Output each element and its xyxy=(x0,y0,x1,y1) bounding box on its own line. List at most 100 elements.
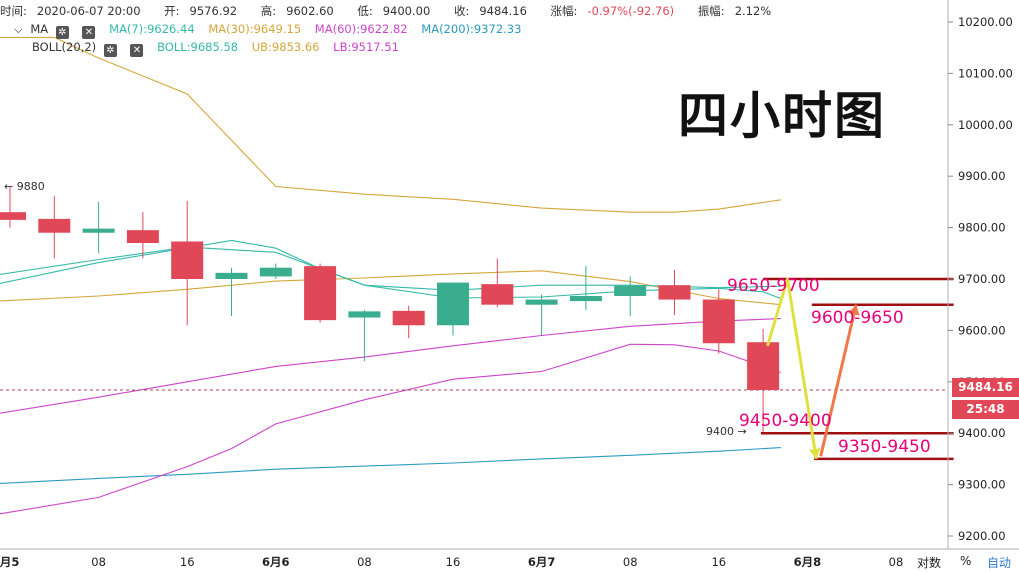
candle-body xyxy=(82,228,115,233)
candle[interactable] xyxy=(702,289,735,354)
candle[interactable] xyxy=(259,263,292,279)
candle[interactable] xyxy=(0,186,26,228)
time-tick-label: 16 xyxy=(711,555,726,569)
candle-body xyxy=(259,267,292,277)
candle-body xyxy=(392,310,425,326)
candle-body xyxy=(38,218,71,233)
time-tick-label: 08 xyxy=(91,555,106,569)
forecast-arrowhead-1 xyxy=(808,448,821,459)
candle[interactable] xyxy=(437,282,469,336)
percent-scale-toggle[interactable]: % xyxy=(960,554,972,568)
candle-body xyxy=(304,266,337,321)
candle[interactable] xyxy=(38,195,71,259)
ma200-value: MA(200):9372.33 xyxy=(421,22,522,36)
candle[interactable] xyxy=(481,258,514,308)
time-tick-label: 08 xyxy=(623,555,638,569)
price-tick-label: 9700.00 xyxy=(958,272,1006,286)
collapse-chevron-icon[interactable]: ⌵ xyxy=(14,22,23,36)
boll-close-icon[interactable]: ✕ xyxy=(130,44,144,57)
candle-body xyxy=(126,230,159,244)
series-line-ma7 xyxy=(0,239,781,300)
countdown-tag: 25:48 xyxy=(952,400,1019,419)
candle[interactable] xyxy=(82,201,115,254)
price-tick-label: 9200.00 xyxy=(958,529,1006,543)
time-axis[interactable]: 6月5 08 16 6月6 08 16 6月7 08 16 6月8 08 xyxy=(0,555,903,569)
forecast-arrowhead-2 xyxy=(848,304,860,316)
price-tick-label: 10100.00 xyxy=(958,66,1013,80)
series-line-boll xyxy=(0,246,781,291)
candle[interactable] xyxy=(348,309,381,362)
price-tick-label: 10000.00 xyxy=(958,118,1013,132)
candle-body xyxy=(437,282,469,326)
candle-body xyxy=(702,299,735,344)
boll-label: BOLL(20,2) xyxy=(32,40,97,54)
ma7-value: MA(7):9626.44 xyxy=(109,22,195,36)
ma-close-icon[interactable]: ✕ xyxy=(82,26,96,39)
boll-settings-gear-icon[interactable]: ✲ xyxy=(103,44,117,57)
time-tick-label: 16 xyxy=(180,555,195,569)
ma60-value: MA(60):9622.82 xyxy=(314,22,408,36)
low-value: 9400.00 xyxy=(382,4,431,18)
series-line-ma60 xyxy=(0,318,781,414)
candle-body xyxy=(0,212,26,220)
change-value: -0.97%(-92.76) xyxy=(587,4,675,18)
annotation-9450-9400: 9450-9400 xyxy=(739,411,832,431)
low-marker-label: 9400 → xyxy=(706,425,747,438)
candle-body xyxy=(614,285,647,296)
candle[interactable] xyxy=(658,269,691,315)
candle[interactable] xyxy=(215,267,248,317)
open-value: 9576.92 xyxy=(189,4,238,18)
candle[interactable] xyxy=(569,266,602,310)
ma-legend: ⌵ MA ✲ ✕ MA(7):9626.44 MA(30):9649.15 MA… xyxy=(14,22,531,39)
ma-settings-gear-icon[interactable]: ✲ xyxy=(55,26,69,39)
annotation-9650-9700: 9650-9700 xyxy=(727,276,820,296)
auto-scale-toggle[interactable]: 自动 xyxy=(987,556,1012,570)
candle-body xyxy=(658,285,691,300)
boll-ub-value: UB:9853.66 xyxy=(251,40,320,54)
forecast-arrow-1 xyxy=(766,277,818,460)
price-axis[interactable]: 9200.009300.009400.009500.009600.009700.… xyxy=(948,15,1013,543)
horizontal-levels xyxy=(760,277,954,461)
candle[interactable] xyxy=(525,294,558,336)
price-tick-label: 9600.00 xyxy=(958,323,1006,337)
forecast-arrow-2 xyxy=(819,304,858,457)
price-tick-label: 9400.00 xyxy=(958,426,1006,440)
candle[interactable] xyxy=(126,212,159,259)
boll-legend: BOLL(20,2) ✲ ✕ BOLL:9685.58 UB:9853.66 L… xyxy=(32,40,409,57)
series-line-lb xyxy=(0,343,781,515)
ma-label: MA xyxy=(30,22,49,36)
candle[interactable] xyxy=(392,305,425,339)
price-tick-label: 9300.00 xyxy=(958,478,1006,492)
candle[interactable] xyxy=(171,200,204,326)
candles[interactable] xyxy=(0,186,780,434)
time-tick-label: 16 xyxy=(446,555,461,569)
candle-body xyxy=(348,311,381,318)
candle-body xyxy=(481,284,514,305)
price-tick-label: 10200.00 xyxy=(958,15,1013,29)
series-line-ma200 xyxy=(0,447,781,484)
price-tick-label: 9800.00 xyxy=(958,221,1006,235)
series-line-ub xyxy=(0,36,781,213)
time-tick-label: 6月8 xyxy=(794,555,822,569)
annotation-9350-9450: 9350-9450 xyxy=(838,437,931,457)
forecast-arrows xyxy=(766,277,860,460)
candle-body xyxy=(171,241,204,279)
boll-mid-value: BOLL:9685.58 xyxy=(157,40,239,54)
amplitude-value: 2.12% xyxy=(734,4,772,18)
last-price-tag: 9484.16 xyxy=(952,378,1019,397)
price-tick-label: 9900.00 xyxy=(958,169,1006,183)
candle[interactable] xyxy=(304,263,337,323)
boll-lb-value: LB:9517.51 xyxy=(333,40,399,54)
close-value: 9484.16 xyxy=(479,4,527,18)
log-scale-toggle[interactable]: 对数 xyxy=(917,556,942,570)
time-value: 2020-06-07 20:00 xyxy=(36,4,141,18)
chart-overlay-title: 四小时图 xyxy=(678,87,886,145)
time-tick-label: 6月5 xyxy=(0,555,19,569)
candle[interactable] xyxy=(747,328,780,434)
annotation-9600-9650: 9600-9650 xyxy=(811,308,904,328)
candle[interactable] xyxy=(614,276,647,317)
candle-body xyxy=(569,295,602,302)
time-tick-label: 08 xyxy=(357,555,372,569)
ma30-value: MA(30):9649.15 xyxy=(208,22,302,36)
